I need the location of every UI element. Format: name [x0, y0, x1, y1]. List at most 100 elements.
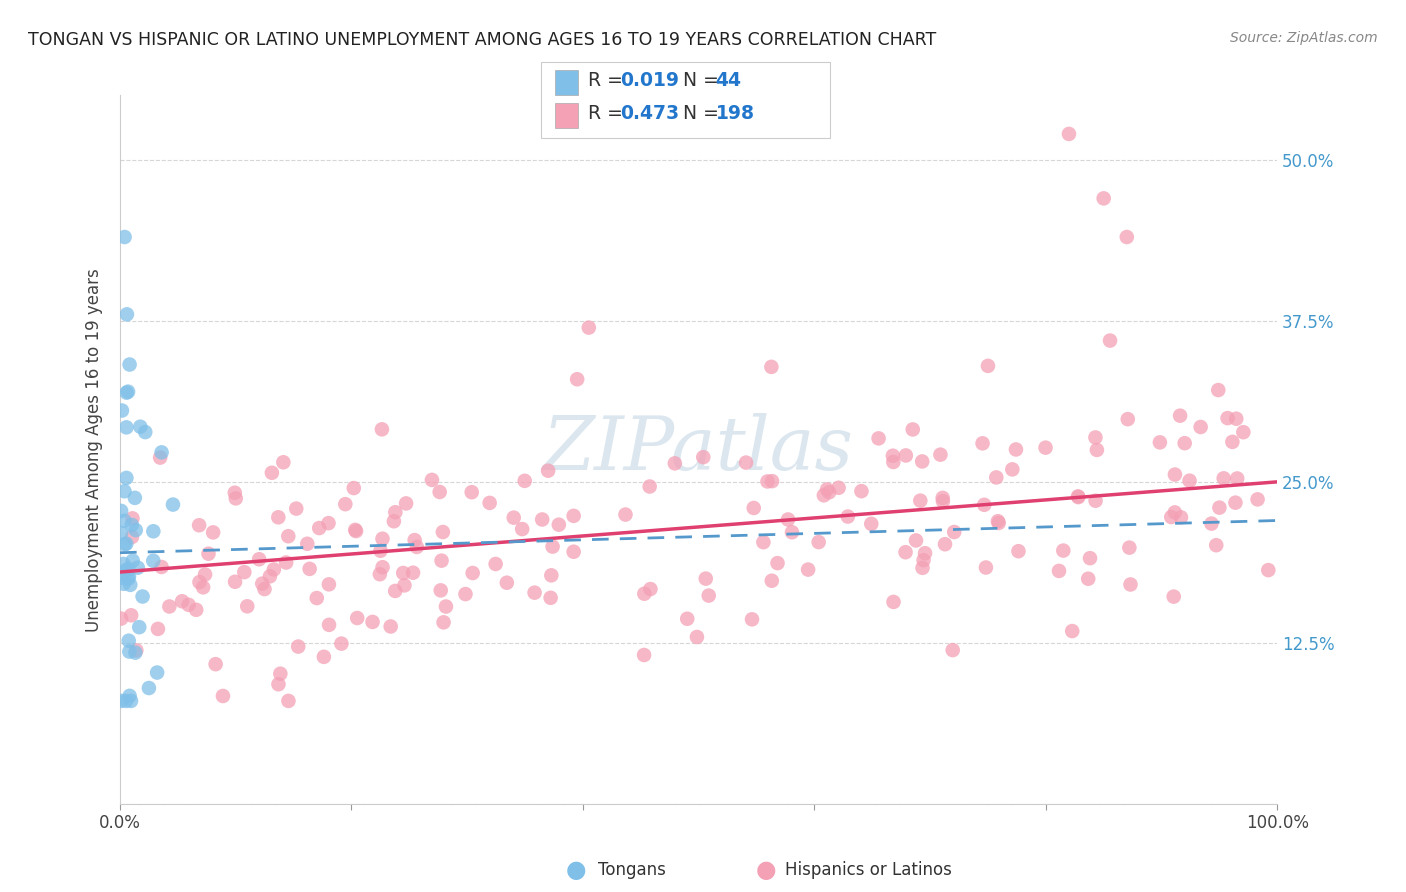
Point — [741, 612, 763, 626]
Point — [260, 466, 283, 480]
Point — [815, 483, 838, 497]
Point — [120, 578, 142, 592]
Point — [478, 496, 501, 510]
Point — [318, 516, 340, 530]
Point — [267, 677, 290, 691]
Point — [298, 562, 321, 576]
Point — [118, 358, 141, 372]
Point — [1163, 590, 1185, 604]
Point — [308, 521, 330, 535]
Point — [112, 571, 135, 585]
Point — [371, 422, 394, 436]
Point — [686, 630, 709, 644]
Point — [510, 522, 533, 536]
Point — [1057, 127, 1080, 141]
Point — [1168, 409, 1191, 423]
Point — [614, 508, 637, 522]
Text: 0.019: 0.019 — [620, 70, 679, 90]
Point — [432, 524, 454, 539]
Point — [115, 420, 138, 434]
Point — [115, 307, 138, 321]
Point — [742, 500, 765, 515]
Point — [818, 485, 841, 500]
Text: ●: ● — [567, 858, 586, 881]
Point — [1084, 493, 1107, 508]
Point — [118, 633, 141, 648]
Point — [882, 455, 904, 469]
Point — [305, 591, 328, 605]
Point — [402, 566, 425, 580]
Point — [273, 455, 295, 469]
Point — [110, 526, 132, 541]
Point — [860, 516, 883, 531]
Point — [188, 575, 211, 590]
Point — [640, 582, 662, 596]
Point — [269, 666, 291, 681]
Point — [973, 498, 995, 512]
Point — [977, 359, 1000, 373]
Point — [287, 640, 309, 654]
Point — [633, 587, 655, 601]
Text: 198: 198 — [716, 103, 755, 123]
Text: TONGAN VS HISPANIC OR LATINO UNEMPLOYMENT AMONG AGES 16 TO 19 YEARS CORRELATION : TONGAN VS HISPANIC OR LATINO UNEMPLOYMEN… — [28, 31, 936, 49]
Point — [1092, 191, 1115, 205]
Point — [541, 540, 564, 554]
Point — [194, 567, 217, 582]
Point — [131, 590, 153, 604]
Point — [276, 556, 298, 570]
Point — [146, 622, 169, 636]
Point — [537, 464, 560, 478]
Point — [766, 556, 789, 570]
Point — [188, 518, 211, 533]
Point — [312, 649, 335, 664]
Point — [912, 553, 935, 567]
Point — [124, 646, 146, 660]
Point — [1208, 500, 1230, 515]
Point — [931, 491, 953, 505]
Point — [124, 491, 146, 505]
Point — [638, 479, 661, 493]
Text: R =: R = — [588, 70, 628, 90]
Text: 0.473: 0.473 — [620, 103, 679, 123]
Point — [150, 445, 173, 459]
Point — [1085, 442, 1108, 457]
Point — [676, 612, 699, 626]
Point — [813, 488, 835, 502]
Point — [318, 577, 340, 591]
Point — [172, 594, 194, 608]
Point — [1007, 544, 1029, 558]
Point — [212, 689, 235, 703]
Point — [942, 643, 965, 657]
Point — [1205, 538, 1227, 552]
Point — [1149, 435, 1171, 450]
Point — [225, 491, 247, 506]
Point — [110, 611, 132, 625]
Point — [384, 505, 406, 519]
Point — [1201, 516, 1223, 531]
Point — [540, 568, 562, 582]
Point — [115, 694, 138, 708]
Point — [1067, 490, 1090, 504]
Point — [780, 525, 803, 540]
Point — [911, 454, 934, 468]
Point — [1189, 420, 1212, 434]
Point — [1178, 474, 1201, 488]
Point — [134, 425, 156, 439]
Point — [1226, 471, 1249, 485]
Point — [735, 456, 758, 470]
Point — [943, 524, 966, 539]
Point — [121, 517, 143, 532]
Text: ZIPatlas: ZIPatlas — [543, 413, 853, 486]
Point — [110, 694, 132, 708]
Point — [929, 448, 952, 462]
Point — [157, 599, 180, 614]
Point — [1222, 434, 1244, 449]
Point — [461, 485, 484, 500]
Point — [204, 657, 226, 672]
Point — [162, 498, 184, 512]
Point — [1160, 510, 1182, 524]
Point — [567, 372, 589, 386]
Point — [868, 431, 890, 445]
Point — [1170, 510, 1192, 524]
Point — [1174, 436, 1197, 450]
